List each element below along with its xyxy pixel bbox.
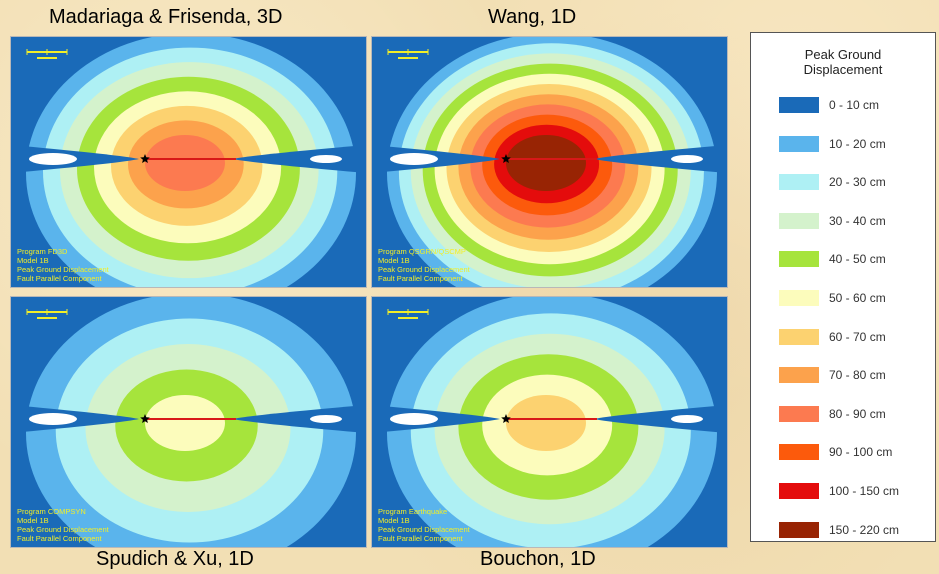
legend-item: 0 - 10 cm (751, 95, 935, 115)
program-label: Program FD3D (17, 247, 68, 256)
panel-info: Program FD3D Model 1B Peak Ground Displa… (17, 247, 109, 283)
quantity-label: Peak Ground Displacement (378, 265, 470, 274)
component-label: Fault Parallel Component (378, 274, 463, 283)
nodal-zone-left (29, 153, 77, 165)
contour-map-wang: Program QSGRN/QSCMP Model 1B Peak Ground… (371, 36, 728, 288)
contour-map-madariaga: Program FD3D Model 1B Peak Ground Displa… (10, 36, 367, 288)
program-label: Program QSGRN/QSCMP (378, 247, 466, 256)
contour-svg (11, 297, 366, 547)
legend-label: 90 - 100 cm (829, 445, 893, 460)
contour-level (145, 395, 225, 451)
legend-swatch (779, 174, 819, 191)
legend-label: 10 - 20 cm (829, 136, 886, 151)
panel-caption-madariaga: Madariaga & Frisenda, 3D (49, 6, 283, 28)
legend-item: 10 - 20 cm (751, 134, 935, 154)
quantity-label: Peak Ground Displacement (378, 525, 470, 534)
legend-swatch (779, 521, 819, 538)
model-label: Model 1B (17, 256, 49, 265)
program-label: Program COMPSYN (17, 507, 86, 516)
contour-svg (372, 297, 727, 547)
legend-item: 100 - 150 cm (751, 481, 935, 501)
legend-label: 80 - 90 cm (829, 406, 886, 421)
legend-item: 30 - 40 cm (751, 211, 935, 231)
contour-svg (11, 37, 366, 287)
nodal-zone-right (671, 155, 703, 163)
contour-level (506, 395, 586, 451)
legend-title-line1: Peak Ground (804, 47, 882, 62)
legend-item: 70 - 80 cm (751, 365, 935, 385)
contour-level (145, 135, 225, 191)
legend-item: 90 - 100 cm (751, 442, 935, 462)
contour-map-bouchon: Program Earthquake Model 1B Peak Ground … (371, 296, 728, 548)
legend-label: 70 - 80 cm (829, 368, 886, 383)
nodal-zone-left (29, 413, 77, 425)
nodal-notch-right (594, 405, 727, 433)
legend-swatch (779, 251, 819, 268)
legend-label: 0 - 10 cm (829, 98, 880, 112)
legend-item: 150 - 220 cm (751, 520, 935, 540)
component-label: Fault Parallel Component (378, 534, 463, 543)
legend-swatch (779, 328, 819, 345)
nodal-zone-right (671, 415, 703, 423)
legend-item: 60 - 70 cm (751, 327, 935, 347)
contour-svg (372, 37, 727, 287)
nodal-notch-right (233, 405, 366, 433)
legend-label: 20 - 30 cm (829, 175, 886, 190)
quantity-label: Peak Ground Displacement (17, 265, 109, 274)
panel-caption-spudich: Spudich & Xu, 1D (96, 548, 254, 570)
legend-item: 80 - 90 cm (751, 404, 935, 424)
legend-swatch (779, 212, 819, 229)
legend-label: 100 - 150 cm (829, 484, 900, 498)
legend-item: 40 - 50 cm (751, 249, 935, 269)
legend-swatch (779, 367, 819, 384)
panel-caption-wang: Wang, 1D (488, 6, 577, 28)
legend-label: 150 - 220 cm (829, 522, 900, 537)
scale-bar-icon (26, 309, 68, 319)
model-label: Model 1B (17, 516, 49, 525)
nodal-notch-right (233, 145, 366, 173)
nodal-notch-right (594, 145, 727, 173)
nodal-zone-left (390, 153, 438, 165)
legend-swatch (779, 405, 819, 422)
legend-swatch (779, 135, 819, 152)
legend-title-line2: Displacement (803, 62, 883, 77)
panel-info: Program Earthquake Model 1B Peak Ground … (378, 507, 470, 543)
legend-title: Peak Ground Displacement (751, 47, 935, 77)
model-label: Model 1B (378, 516, 410, 525)
panel-info: Program QSGRN/QSCMP Model 1B Peak Ground… (378, 247, 470, 283)
model-label: Model 1B (378, 256, 410, 265)
component-label: Fault Parallel Component (17, 274, 102, 283)
legend-swatch (779, 444, 819, 461)
nodal-zone-right (310, 415, 342, 423)
scale-bar-icon (387, 49, 429, 59)
legend-label: 60 - 70 cm (829, 329, 886, 344)
contour-map-spudich: Program COMPSYN Model 1B Peak Ground Dis… (10, 296, 367, 548)
nodal-zone-right (310, 155, 342, 163)
legend-swatch (779, 290, 819, 306)
scale-bar-icon (26, 49, 68, 59)
legend: Peak Ground Displacement 0 - 10 cm 10 - 2… (750, 32, 936, 542)
program-label: Program Earthquake (378, 507, 448, 516)
legend-label: 40 - 50 cm (829, 252, 886, 267)
contour-level (506, 135, 586, 191)
nodal-zone-left (390, 413, 438, 425)
epicenter-star-icon (140, 154, 150, 163)
legend-swatch (779, 97, 819, 113)
quantity-label: Peak Ground Displacement (17, 525, 109, 534)
legend-swatch (779, 483, 819, 499)
legend-item: 20 - 30 cm (751, 172, 935, 192)
epicenter-star-icon (501, 154, 511, 163)
legend-label: 30 - 40 cm (829, 213, 886, 228)
epicenter-star-icon (140, 414, 150, 423)
legend-label: 50 - 60 cm (829, 291, 886, 305)
scale-bar-icon (387, 309, 429, 319)
panel-info: Program COMPSYN Model 1B Peak Ground Dis… (17, 507, 109, 543)
epicenter-star-icon (501, 414, 511, 423)
panel-caption-bouchon: Bouchon, 1D (480, 548, 596, 570)
legend-item: 50 - 60 cm (751, 288, 935, 308)
component-label: Fault Parallel Component (17, 534, 102, 543)
